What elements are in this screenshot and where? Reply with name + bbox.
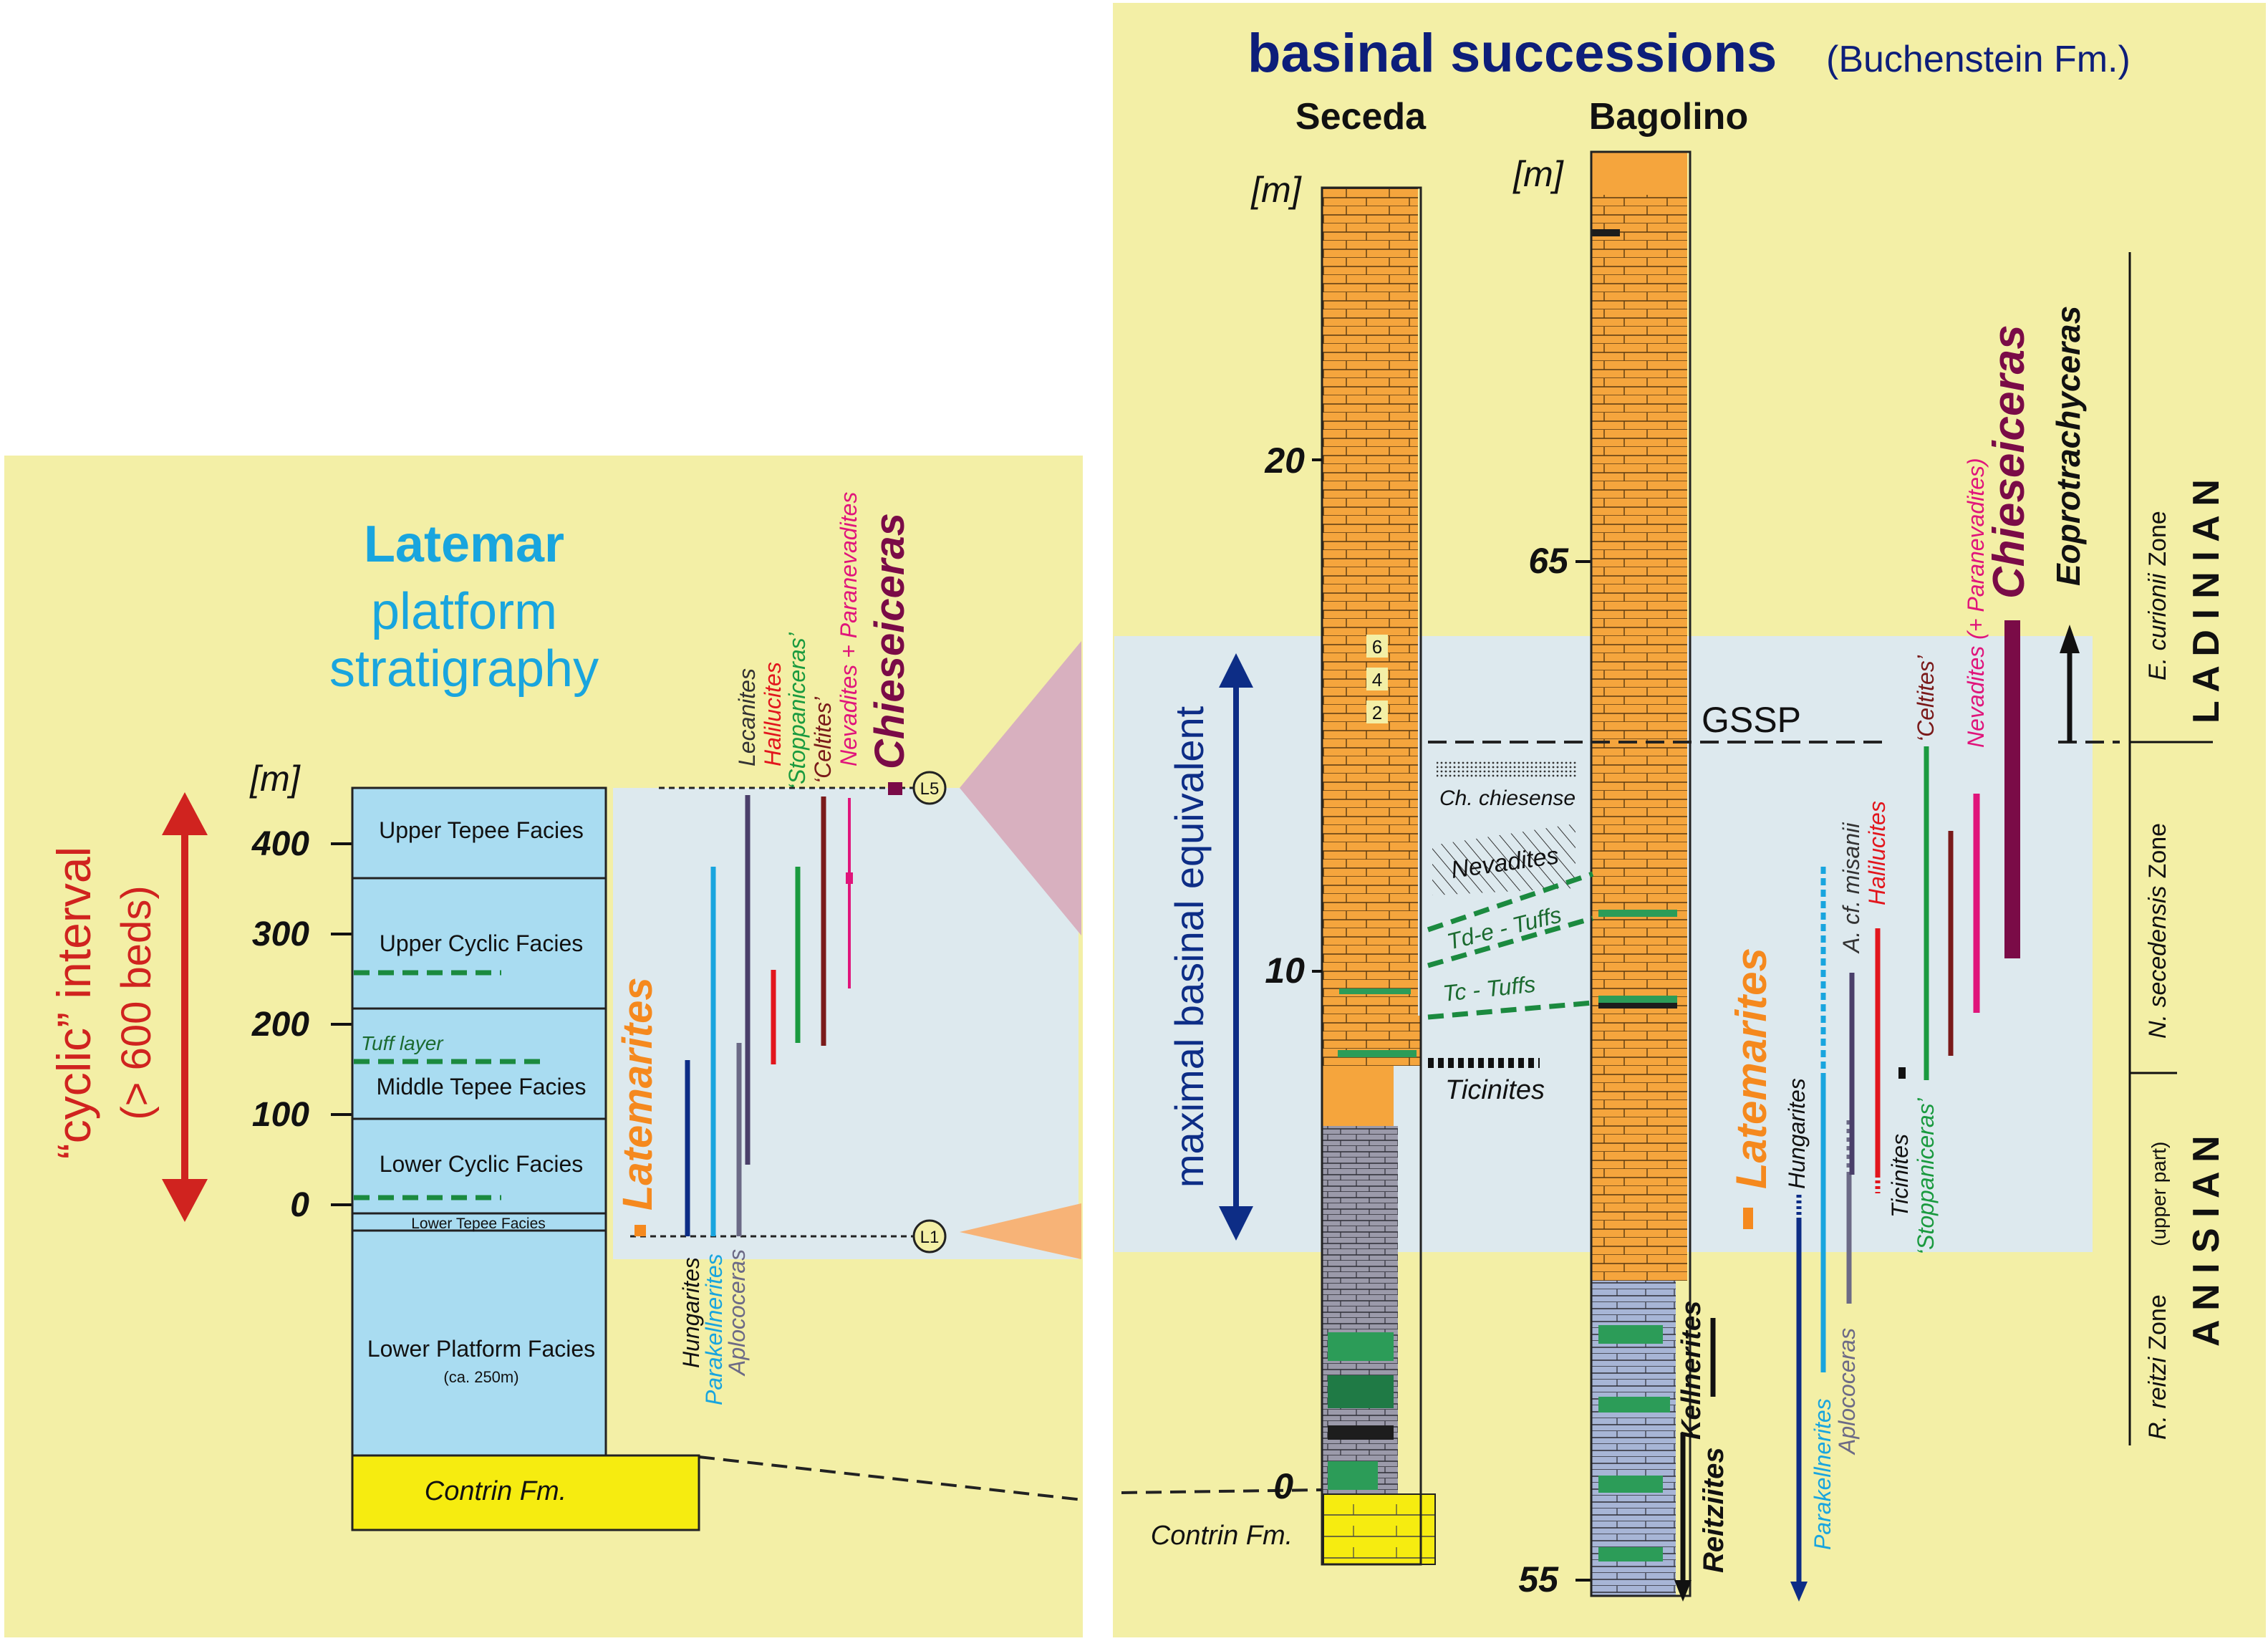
l1-marker [912, 1219, 947, 1253]
tick-200: 200 [251, 1006, 309, 1044]
latemarites-right-label: Latemarites [1727, 948, 1775, 1189]
tick-0: 0 [290, 1186, 309, 1224]
bagolino-tick-55: 55 [1518, 1559, 1559, 1599]
seceda-tick-0: 0 [1273, 1466, 1293, 1506]
zone-secedensis: N. secedensisZone [2144, 823, 2171, 1039]
ch-chiesense-label: Ch. chiesense [1439, 786, 1575, 810]
reitziites-label: Reitziites [1698, 1447, 1729, 1573]
left-tuff-lines [354, 970, 544, 1200]
l5-marker [912, 771, 947, 805]
facies-lower-platform: Lower Platform Facies [367, 1336, 595, 1362]
left-y-axis: 400 300 200 100 0 [251, 825, 309, 1224]
chieseiceras-left-mark [888, 782, 902, 795]
left-celtites: ‘Celtites’ [810, 696, 836, 784]
zone-curionii: E. curioniiZone [2144, 511, 2171, 680]
bed-4: 4 [1372, 669, 1382, 690]
bagolino-column [1590, 150, 1692, 1597]
stratigraphy-title: stratigraphy [329, 640, 599, 698]
tuff-layer-label: Tuff layer [361, 1032, 444, 1054]
l1-label: L1 [920, 1228, 940, 1247]
seceda-tick-10: 10 [1265, 951, 1305, 991]
seceda-title: Seceda [1295, 96, 1427, 138]
facies-middle-tepee: Middle Tepee Facies [377, 1074, 587, 1099]
seceda-column [1321, 186, 1436, 1566]
ch-chiesense-band [1437, 761, 1577, 778]
left-lecanites: Lecanites [734, 668, 760, 766]
left-halilucites: Halilucites [760, 662, 786, 766]
tick-100: 100 [252, 1096, 309, 1134]
facies-upper-cyclic: Upper Cyclic Facies [380, 930, 584, 956]
right-range-bars [1790, 620, 2080, 1602]
lower-correlation-triangle [960, 1203, 1081, 1259]
left-parakellnerites: Parakellnerites [701, 1253, 727, 1405]
right-halilucites: Halilucites [1864, 801, 1890, 905]
right-parakellnerites: Parakellnerites [1810, 1398, 1835, 1550]
left-contrin-label: Contrin Fm. [425, 1476, 566, 1506]
bagolino-unit: [m] [1512, 154, 1564, 194]
right-celtites: ‘Celtites’ [1913, 655, 1939, 742]
tick-400: 400 [251, 825, 309, 863]
stage-ladinian: L A D I N I A N [2186, 479, 2227, 723]
cyclic-interval-sub: (> 600 beds) [113, 885, 160, 1120]
latemar-title: Latemar [364, 516, 564, 573]
left-chieseiceras: Chieseiceras [867, 513, 913, 769]
right-hungarites: Hungarites [1784, 1078, 1810, 1189]
gssp-label: GSSP [1702, 700, 1801, 740]
l5-label: L5 [920, 779, 940, 799]
right-chieseiceras: Chieseiceras [1984, 324, 2034, 599]
facies-lower-cyclic: Lower Cyclic Facies [380, 1151, 584, 1177]
cyclic-interval-arrow [162, 792, 208, 1222]
cyclic-interval-label: “cyclic” interval [47, 847, 100, 1159]
zone-reitzi-upper-part: (upper part) [2148, 1142, 2170, 1246]
seceda-unit: [m] [1250, 170, 1302, 210]
maximal-equivalent-label: maximal basinal equivalent [1167, 706, 1212, 1188]
bagolino-tick-65: 65 [1528, 541, 1569, 581]
left-equivalent-band [613, 788, 1078, 1259]
right-ticinites: Ticinites [1887, 1134, 1913, 1218]
contrin-correlation-line [698, 1455, 1084, 1501]
seceda-tick-20: 20 [1264, 441, 1305, 481]
latemarites-right-mark [1743, 1208, 1753, 1229]
right-eoprotrachyceras: Eoprotrachyceras [2050, 306, 2087, 586]
platform-title: platform [371, 583, 557, 640]
facies-upper-tepee: Upper Tepee Facies [379, 817, 584, 843]
left-stoppaniceras: ‘Stoppaniceras’ [784, 632, 810, 789]
tick-300: 300 [252, 915, 309, 953]
left-hungarites: Hungarites [678, 1257, 704, 1368]
latemarites-left-mark [634, 1225, 646, 1236]
basinal-title: basinal successions [1248, 23, 1777, 84]
bed-2: 2 [1372, 702, 1382, 723]
zone-column [2128, 252, 2213, 1445]
kellnerites-label: Kellnerites [1676, 1301, 1707, 1440]
bed-6: 6 [1372, 636, 1382, 658]
ticinites-seceda-label: Ticinites [1445, 1075, 1545, 1105]
facies-lower-platform-sub: (ca. 250m) [443, 1368, 518, 1386]
left-unit-label: [m] [249, 759, 301, 799]
facies-column [351, 786, 700, 1531]
right-aplococeras: Aplococeras [1834, 1328, 1860, 1455]
right-stoppaniceras: ‘Stoppaniceras’ [1913, 1097, 1939, 1255]
nevadites-hatch [1432, 824, 1575, 895]
seceda-contrin-label: Contrin Fm. [1151, 1521, 1293, 1551]
upper-correlation-triangle [960, 641, 1081, 935]
stage-anisian: A N I S I A N [2186, 1135, 2227, 1347]
right-nevadites: Nevadites (+ Paranevadites) [1963, 458, 1989, 748]
left-aplococeras: Aplococeras [724, 1249, 750, 1377]
right-title: basinal successions (Buchenstein Fm.) [1248, 23, 2131, 84]
facies-lower-tepee: Lower Tepee Facies [411, 1216, 546, 1232]
basinal-subtitle: (Buchenstein Fm.) [1826, 39, 2131, 80]
bagolino-title: Bagolino [1589, 96, 1748, 138]
right-a-misanii: A. cf. misanii [1838, 822, 1864, 954]
latemarites-left-label: Latemarites [614, 977, 661, 1211]
left-range-bars [685, 795, 851, 1236]
left-nevadites: Nevadites + Paranevadites [836, 492, 862, 766]
zone-reitzi: R. reitziZone [2144, 1294, 2171, 1440]
